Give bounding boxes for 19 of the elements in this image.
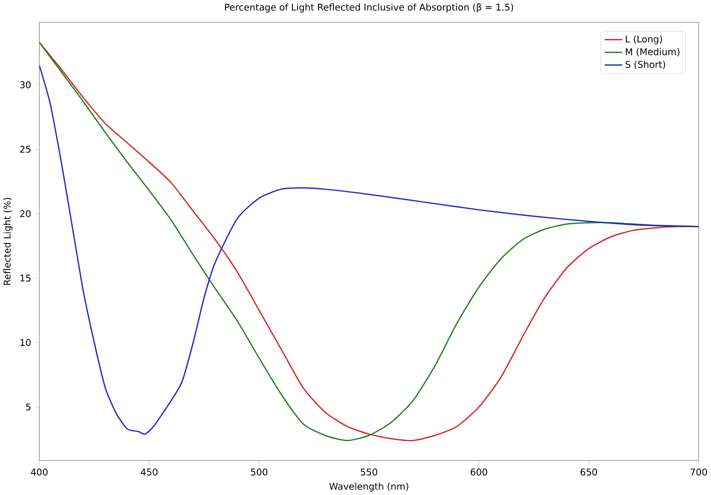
x-tick-label: 700: [690, 468, 707, 476]
x-tick-label: 450: [140, 468, 158, 476]
legend-label: L (Long): [626, 35, 662, 44]
legend-label: S (Short): [626, 60, 666, 70]
y-tick-label: 20: [20, 210, 31, 218]
y-tick-label: 5: [26, 404, 30, 410]
chart-title: Percentage of Light Reflected Inclusive of Absorption (β = 1.5): [225, 3, 514, 12]
x-axis-title: Wavelength (nm): [329, 482, 408, 492]
y-tick-label: 15: [20, 274, 30, 282]
y-tick-label: 25: [20, 146, 30, 153]
y-tick-label: 10: [20, 339, 31, 346]
x-tick-label: 500: [250, 468, 268, 476]
x-tick-label: 400: [30, 468, 48, 476]
legend-label: M (Medium): [626, 48, 680, 56]
x-tick-label: 600: [470, 468, 488, 476]
y-axis-title: Reflected Light (%): [3, 198, 12, 285]
x-tick-label: 650: [580, 468, 598, 476]
y-tick-label: 30: [20, 81, 31, 88]
x-tick-label: 550: [360, 468, 378, 476]
